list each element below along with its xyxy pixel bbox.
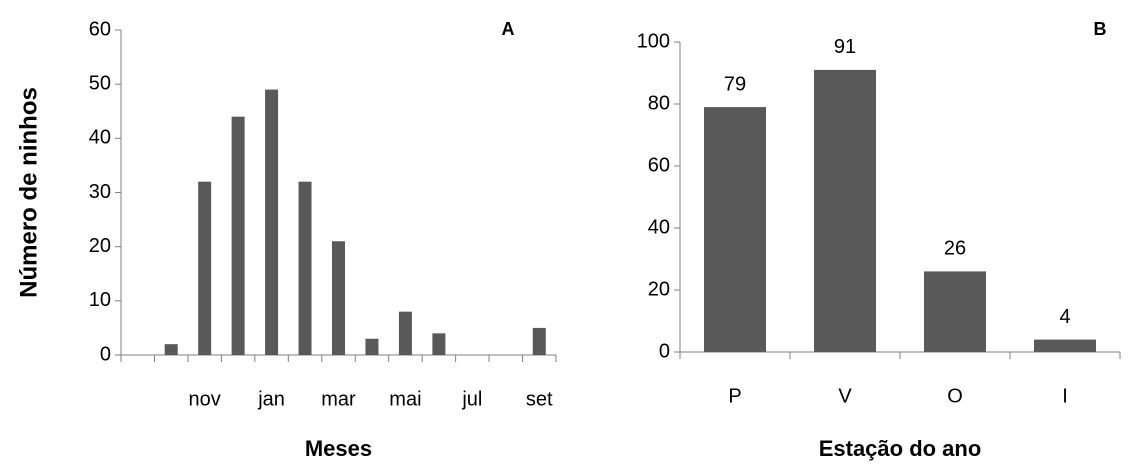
y-tick-label: 30	[89, 181, 111, 203]
x-tick-label: set	[526, 388, 553, 410]
bar	[231, 116, 245, 356]
bar	[704, 107, 766, 352]
bar	[532, 327, 546, 355]
bar	[298, 181, 312, 355]
x-axis-title: Estação do ano	[819, 436, 982, 461]
panel-label: A	[502, 19, 515, 39]
y-tick-label: 40	[89, 127, 111, 149]
y-tick-label: 10	[89, 289, 111, 311]
x-tick-label: O	[947, 385, 963, 407]
data-label: 26	[944, 238, 966, 260]
y-tick-label: 0	[100, 343, 111, 365]
y-tick-label: 20	[648, 278, 670, 300]
x-tick-label: jul	[461, 388, 482, 410]
bar	[432, 333, 446, 355]
bar	[265, 89, 279, 355]
x-tick-label: mai	[389, 388, 421, 410]
x-tick-label: I	[1062, 385, 1068, 407]
data-label: 91	[834, 36, 856, 58]
y-tick-label: 60	[89, 18, 111, 40]
x-tick-label: nov	[189, 388, 221, 410]
bar	[398, 311, 412, 355]
panel-label: B	[1094, 19, 1107, 39]
bar	[365, 338, 379, 355]
bar	[332, 241, 345, 355]
y-tick-label: 100	[637, 30, 670, 52]
bar	[164, 344, 178, 355]
x-axis-title: Meses	[305, 436, 372, 461]
bar	[1034, 339, 1096, 352]
bar	[814, 69, 876, 353]
data-label: 79	[724, 73, 746, 95]
y-tick-label: 80	[648, 92, 670, 114]
y-tick-label: 40	[648, 216, 670, 238]
x-tick-label: jan	[257, 388, 285, 410]
bar	[198, 181, 212, 355]
y-axis-title: Número de ninhos	[15, 87, 42, 298]
y-tick-label: 20	[89, 235, 111, 257]
x-tick-label: mar	[321, 388, 356, 410]
data-label: 4	[1059, 306, 1070, 328]
x-tick-label: V	[838, 385, 852, 407]
bar	[924, 271, 986, 352]
x-tick-label: P	[728, 385, 741, 407]
y-tick-label: 60	[648, 154, 670, 176]
y-tick-label: 0	[659, 340, 670, 362]
y-tick-label: 50	[89, 72, 111, 94]
